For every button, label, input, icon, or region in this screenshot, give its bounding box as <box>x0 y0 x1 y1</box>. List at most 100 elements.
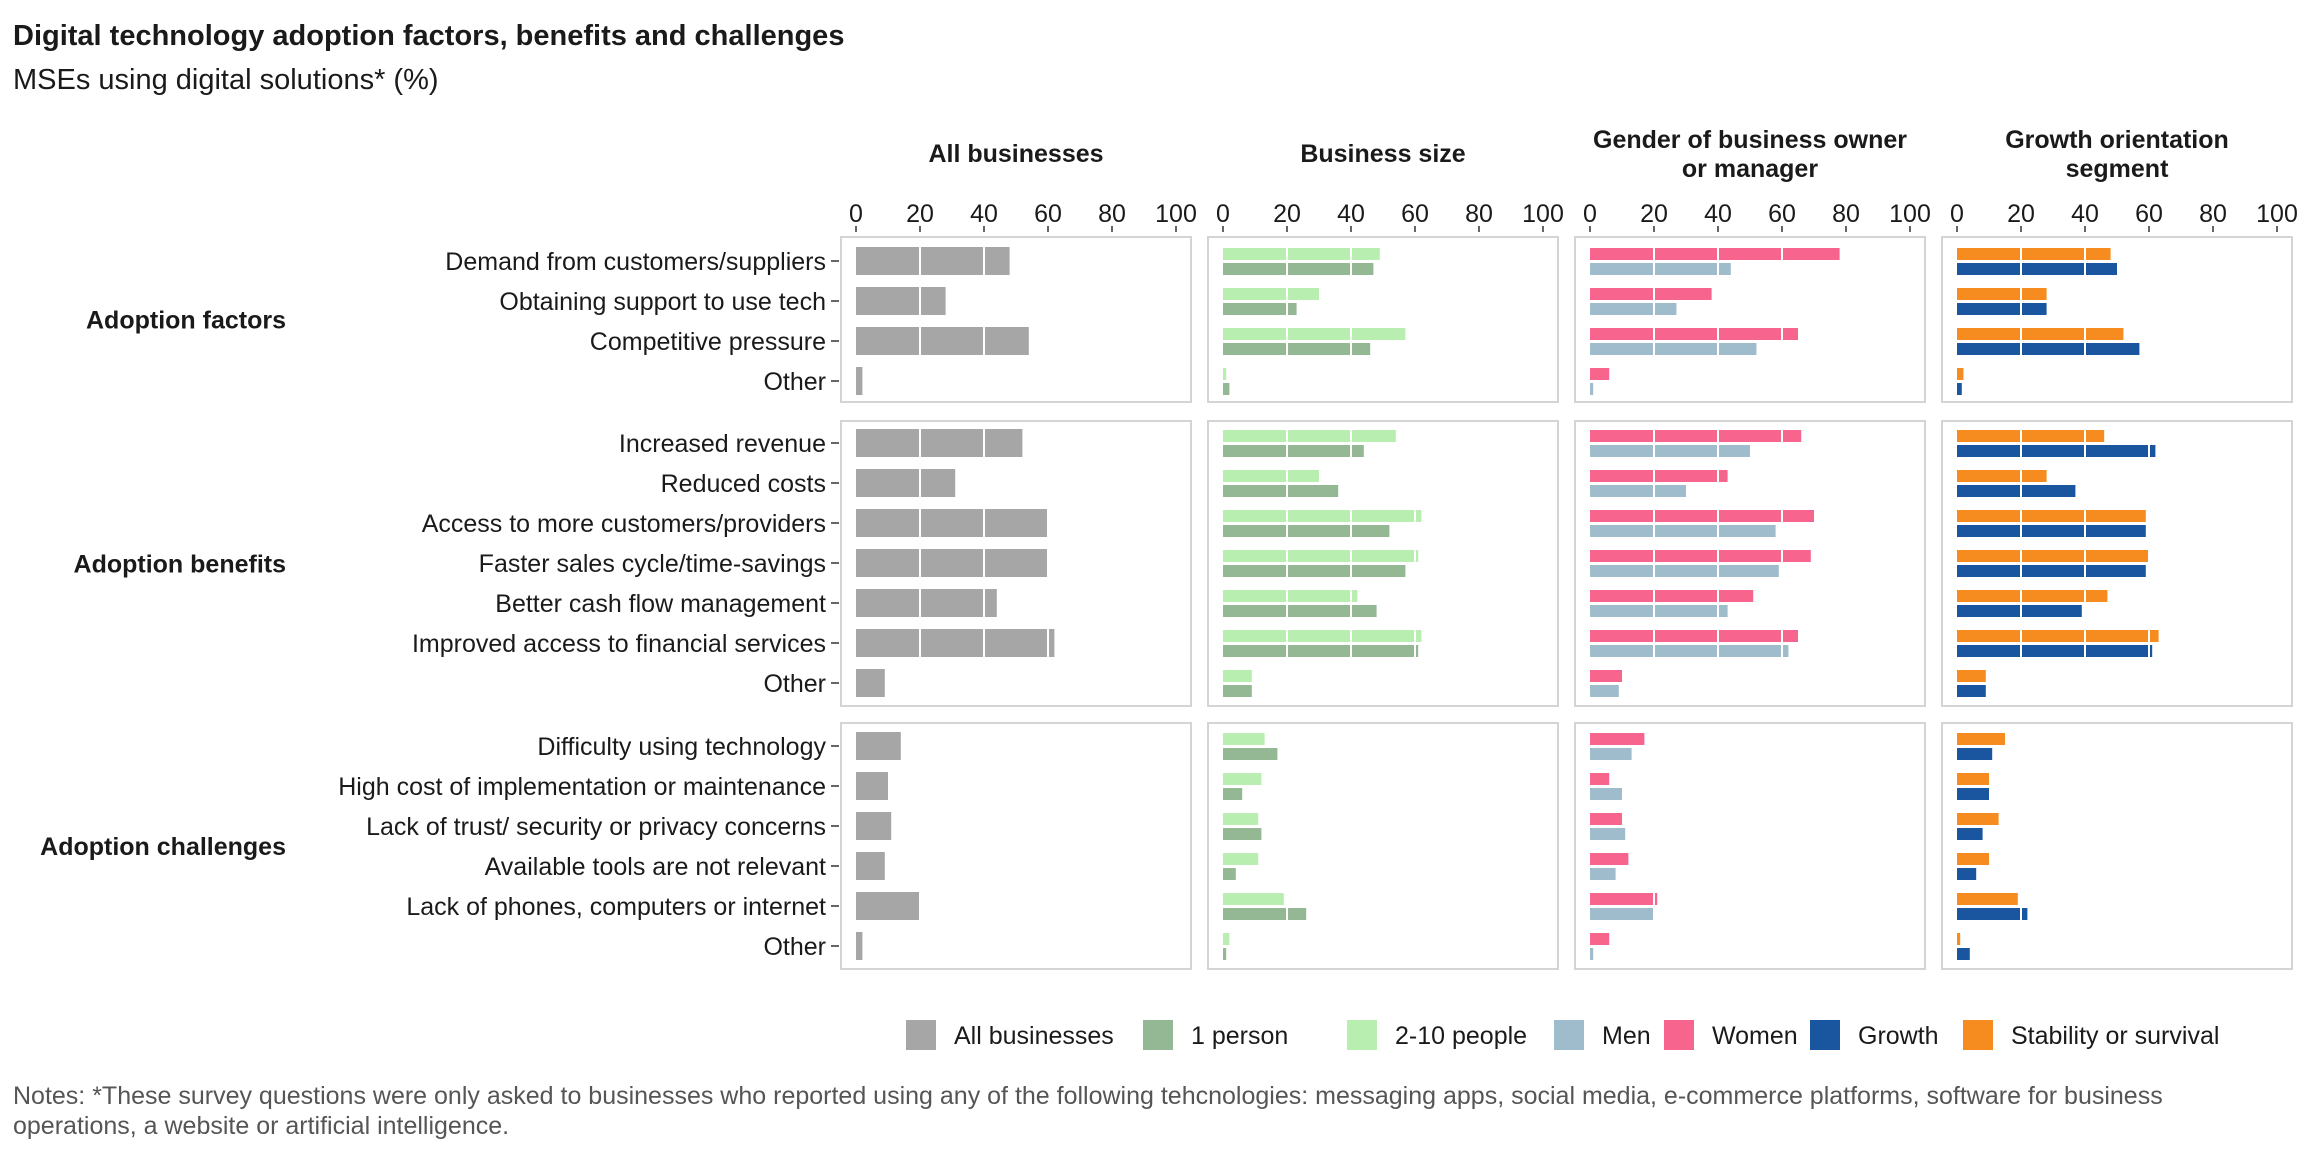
bar-2-10-people-lack-of-trust-security-or-privacy-concerns <box>1223 813 1259 825</box>
bar-1-person-better-cash-flow-management <box>1223 605 1377 617</box>
legend-label-1-person: 1 person <box>1191 1022 1288 1050</box>
bar-women-faster-sales-cycle-time-savings <box>1590 550 1811 562</box>
bar-women-other <box>1590 933 1610 945</box>
x-tick-label: 20 <box>2007 200 2035 228</box>
bar-growth-other <box>1957 685 1986 697</box>
bar-all-businesses-faster-sales-cycle-time-savings <box>856 549 1048 577</box>
facet-title-gender-of-business-owner-or-manager-line2: or manager <box>1682 155 1818 183</box>
bar-growth-available-tools-are-not-relevant <box>1957 868 1977 880</box>
category-label: High cost of implementation or maintenan… <box>338 773 826 801</box>
x-tick-label: 20 <box>1640 200 1668 228</box>
bar-1-person-other <box>1223 948 1227 960</box>
group-label-adoption-challenges: Adoption challenges <box>40 833 286 861</box>
panel-growth-orientation-segment-adoption-challenges <box>1941 722 2293 970</box>
category-label: Other <box>763 670 826 698</box>
bar-growth-other <box>1957 948 1970 960</box>
bar-stability-or-survival-reduced-costs <box>1957 470 2047 482</box>
legend-label-women: Women <box>1712 1022 1798 1050</box>
bar-all-businesses-available-tools-are-not-relevant <box>856 852 885 880</box>
bar-men-access-to-more-customers-providers <box>1590 525 1776 537</box>
bar-women-demand-from-customers-suppliers <box>1590 248 1840 260</box>
bar-women-available-tools-are-not-relevant <box>1590 853 1629 865</box>
legend-label-all-businesses: All businesses <box>954 1022 1114 1050</box>
bar-men-demand-from-customers-suppliers <box>1590 263 1731 275</box>
bar-all-businesses-other <box>856 367 863 395</box>
x-tick-label: 80 <box>1465 200 1493 228</box>
bar-growth-other <box>1957 383 1962 395</box>
x-tick-label: 60 <box>1034 200 1062 228</box>
category-label: Lack of phones, computers or internet <box>406 893 826 921</box>
bar-stability-or-survival-obtaining-support-to-use-tech <box>1957 288 2047 300</box>
bar-2-10-people-improved-access-to-financial-services <box>1223 630 1422 642</box>
bar-stability-or-survival-increased-revenue <box>1957 430 2105 442</box>
category-label: Reduced costs <box>661 470 826 498</box>
category-label: Other <box>763 368 826 396</box>
bar-1-person-other <box>1223 685 1252 697</box>
bar-stability-or-survival-other <box>1957 368 1964 380</box>
x-tick-label: 80 <box>2199 200 2227 228</box>
bar-stability-or-survival-other <box>1957 933 1961 945</box>
category-label: Other <box>763 933 826 961</box>
bar-women-improved-access-to-financial-services <box>1590 630 1798 642</box>
panel-gender-of-business-owner-or-manager-adoption-challenges <box>1574 722 1926 970</box>
bar-stability-or-survival-improved-access-to-financial-services <box>1957 630 2159 642</box>
category-label: Obtaining support to use tech <box>499 288 826 316</box>
x-tick-label: 60 <box>2135 200 2163 228</box>
bar-2-10-people-competitive-pressure <box>1223 328 1406 340</box>
panel-all-businesses-adoption-challenges <box>840 722 1192 970</box>
bar-men-other <box>1590 948 1594 960</box>
bar-all-businesses-increased-revenue <box>856 429 1023 457</box>
x-tick-label: 100 <box>2256 200 2298 228</box>
bar-women-better-cash-flow-management <box>1590 590 1754 602</box>
legend-swatch-2-10-people <box>1347 1020 1377 1050</box>
category-label: Available tools are not relevant <box>485 853 826 881</box>
bar-all-businesses-high-cost-of-implementation-or-maintenance <box>856 772 888 800</box>
bar-all-businesses-other <box>856 669 885 697</box>
panel-business-size-adoption-factors <box>1207 236 1559 403</box>
legend-label-men: Men <box>1602 1022 1651 1050</box>
bar-1-person-reduced-costs <box>1223 485 1339 497</box>
bar-1-person-lack-of-trust-security-or-privacy-concerns <box>1223 828 1262 840</box>
bar-all-businesses-better-cash-flow-management <box>856 589 997 617</box>
bar-1-person-demand-from-customers-suppliers <box>1223 263 1374 275</box>
bar-stability-or-survival-demand-from-customers-suppliers <box>1957 248 2111 260</box>
bar-2-10-people-reduced-costs <box>1223 470 1319 482</box>
bar-stability-or-survival-available-tools-are-not-relevant <box>1957 853 1989 865</box>
bar-women-other <box>1590 670 1622 682</box>
bar-all-businesses-difficulty-using-technology <box>856 732 901 760</box>
group-label-adoption-factors: Adoption factors <box>86 307 286 335</box>
bar-1-person-competitive-pressure <box>1223 343 1371 355</box>
bar-2-10-people-access-to-more-customers-providers <box>1223 510 1422 522</box>
legend-swatch-growth <box>1810 1020 1840 1050</box>
bar-men-increased-revenue <box>1590 445 1750 457</box>
panel-business-size-adoption-benefits <box>1207 420 1559 707</box>
bar-stability-or-survival-other <box>1957 670 1986 682</box>
bar-men-competitive-pressure <box>1590 343 1757 355</box>
bar-2-10-people-available-tools-are-not-relevant <box>1223 853 1259 865</box>
bar-2-10-people-increased-revenue <box>1223 430 1396 442</box>
bar-women-reduced-costs <box>1590 470 1728 482</box>
facet-title-gender-of-business-owner-or-manager: Gender of business owner <box>1593 126 1907 154</box>
bar-2-10-people-lack-of-phones-computers-or-internet <box>1223 893 1284 905</box>
bar-stability-or-survival-lack-of-phones-computers-or-internet <box>1957 893 2018 905</box>
bar-1-person-access-to-more-customers-providers <box>1223 525 1390 537</box>
x-tick-label: 80 <box>1098 200 1126 228</box>
bar-2-10-people-other <box>1223 670 1252 682</box>
bar-1-person-other <box>1223 383 1230 395</box>
bar-women-access-to-more-customers-providers <box>1590 510 1814 522</box>
legend-swatch-1-person <box>1143 1020 1173 1050</box>
bar-1-person-high-cost-of-implementation-or-maintenance <box>1223 788 1243 800</box>
chart-title: Digital technology adoption factors, ben… <box>13 20 845 52</box>
bar-1-person-increased-revenue <box>1223 445 1364 457</box>
bar-all-businesses-improved-access-to-financial-services <box>856 629 1055 657</box>
bar-men-better-cash-flow-management <box>1590 605 1728 617</box>
bar-1-person-obtaining-support-to-use-tech <box>1223 303 1297 315</box>
bar-women-obtaining-support-to-use-tech <box>1590 288 1712 300</box>
category-label: Difficulty using technology <box>537 733 826 761</box>
panel-gender-of-business-owner-or-manager-adoption-factors <box>1574 236 1926 403</box>
legend-swatch-all-businesses <box>906 1020 936 1050</box>
x-tick-label: 40 <box>1704 200 1732 228</box>
category-label: Demand from customers/suppliers <box>445 248 826 276</box>
bar-growth-lack-of-phones-computers-or-internet <box>1957 908 2028 920</box>
